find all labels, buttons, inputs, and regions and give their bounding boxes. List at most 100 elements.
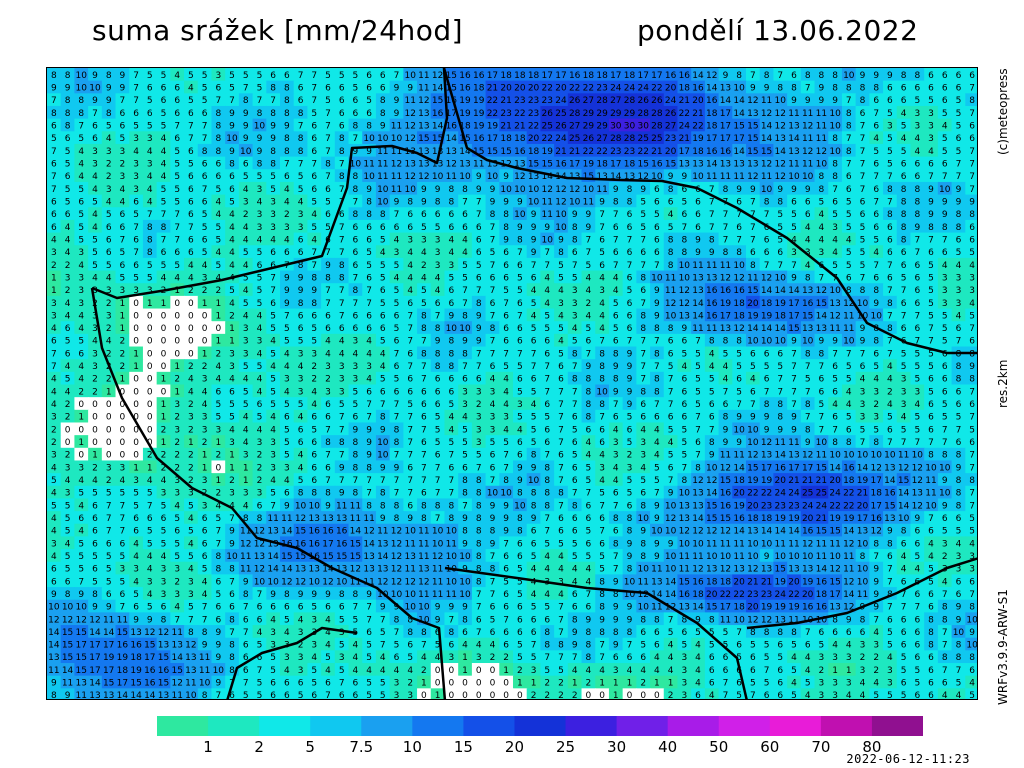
grid-value: 6 xyxy=(627,299,633,309)
grid-value: 7 xyxy=(490,337,496,347)
grid-value: 7 xyxy=(120,96,126,106)
precip-cell xyxy=(841,68,857,82)
grid-value: 17 xyxy=(610,71,621,81)
grid-value: 11 xyxy=(377,159,388,169)
grid-value: 8 xyxy=(298,134,304,144)
grid-value: 7 xyxy=(476,210,482,220)
grid-value: 9 xyxy=(284,286,290,296)
grid-value: 16 xyxy=(720,147,732,157)
grid-value: 3 xyxy=(147,286,153,296)
grid-value: 6 xyxy=(353,311,359,321)
grid-value: 1 xyxy=(120,311,126,321)
grid-value: 6 xyxy=(914,84,920,94)
grid-value: 5 xyxy=(928,311,934,321)
grid-value: 6 xyxy=(517,261,523,271)
grid-value: 15 xyxy=(487,147,498,157)
grid-value: 9 xyxy=(942,210,948,220)
grid-value: 5 xyxy=(133,273,139,283)
grid-value: 18 xyxy=(514,134,526,144)
grid-value: 6 xyxy=(517,324,523,334)
grid-value: 6 xyxy=(956,84,962,94)
grid-value: 8 xyxy=(284,84,290,94)
grid-value: 5 xyxy=(202,248,208,258)
grid-value: 5 xyxy=(133,122,139,132)
grid-value: 6 xyxy=(147,109,153,119)
grid-value: 9 xyxy=(777,185,783,195)
grid-value: 7 xyxy=(873,261,879,271)
grid-value: 6 xyxy=(956,134,962,144)
grid-value: 6 xyxy=(51,223,57,233)
grid-value: 7 xyxy=(284,311,290,321)
grid-value: 11 xyxy=(720,261,731,271)
grid-value: 4 xyxy=(558,311,564,321)
grid-value: 9 xyxy=(736,185,742,195)
grid-value: 6 xyxy=(311,172,317,182)
grid-value: 28 xyxy=(637,109,649,119)
grid-value: 6 xyxy=(586,337,592,347)
grid-value: 4 xyxy=(161,172,167,182)
grid-value: 6 xyxy=(448,210,454,220)
grid-value: 7 xyxy=(736,235,742,245)
grid-value: 8 xyxy=(229,159,235,169)
grid-value: 6 xyxy=(133,235,139,245)
grid-value: 9 xyxy=(106,84,112,94)
precip-cell xyxy=(47,80,62,94)
grid-value: 7 xyxy=(969,324,975,334)
grid-value: 8 xyxy=(846,84,852,94)
grid-value: 13 xyxy=(418,122,429,132)
grid-value: 5 xyxy=(202,71,208,81)
grid-value: 4 xyxy=(78,147,84,157)
grid-value: 5 xyxy=(133,210,139,220)
precip-cell xyxy=(828,68,843,82)
grid-value: 18 xyxy=(679,84,691,94)
grid-value: 6 xyxy=(339,109,345,119)
grid-value: 9 xyxy=(243,109,249,119)
precip-cell xyxy=(88,68,103,82)
grid-value: 12 xyxy=(404,122,415,132)
grid-value: 8 xyxy=(353,210,359,220)
grid-value: 5 xyxy=(928,299,934,309)
grid-value: 3 xyxy=(270,223,276,233)
grid-value: 10 xyxy=(761,337,773,347)
grid-value: 1 xyxy=(202,299,208,309)
grid-value: 8 xyxy=(805,71,811,81)
grid-value: 7 xyxy=(887,197,893,207)
grid-value: 8 xyxy=(901,223,907,233)
grid-value: 7 xyxy=(531,261,537,271)
grid-value: 4 xyxy=(257,311,263,321)
grid-value: 1 xyxy=(215,337,221,347)
grid-value: 23 xyxy=(624,147,635,157)
grid-value: 12 xyxy=(733,273,744,283)
grid-value: 4 xyxy=(709,349,715,359)
grid-value: 7 xyxy=(353,299,359,309)
precip-cell xyxy=(677,68,692,82)
grid-value: 5 xyxy=(956,147,962,157)
grid-value: 3 xyxy=(435,248,441,258)
grid-value: 7 xyxy=(901,311,907,321)
grid-value: 6 xyxy=(695,210,701,220)
grid-value: 5 xyxy=(78,223,84,233)
grid-value: 3 xyxy=(572,311,578,321)
grid-value: 4 xyxy=(448,248,454,258)
grid-value: 7 xyxy=(531,349,537,359)
grid-value: 4 xyxy=(92,185,98,195)
grid-value: 12 xyxy=(679,286,690,296)
grid-value: 19 xyxy=(583,159,595,169)
grid-value: 8 xyxy=(558,248,564,258)
grid-value: 28 xyxy=(569,109,581,119)
grid-value: 7 xyxy=(133,96,139,106)
grid-value: 4 xyxy=(339,337,345,347)
grid-value: 3 xyxy=(942,299,948,309)
grid-value: 16 xyxy=(569,71,581,81)
grid-value: 5 xyxy=(901,147,907,157)
precip-cell xyxy=(252,68,267,82)
grid-value: 13 xyxy=(706,273,717,283)
grid-value: 13 xyxy=(679,311,690,321)
precip-cell xyxy=(225,68,240,82)
grid-value: 10 xyxy=(528,197,540,207)
grid-value: 17 xyxy=(788,299,799,309)
grid-value: 9 xyxy=(860,71,866,81)
grid-value: 7 xyxy=(490,311,496,321)
grid-value: 3 xyxy=(120,172,126,182)
grid-value: 6 xyxy=(901,84,907,94)
